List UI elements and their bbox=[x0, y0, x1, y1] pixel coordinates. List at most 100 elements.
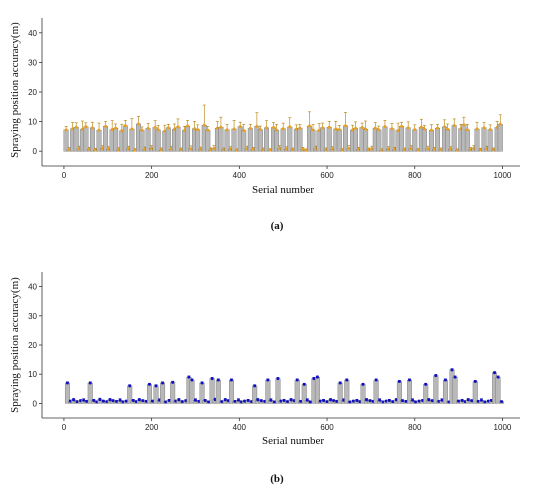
bar bbox=[433, 375, 439, 404]
data-point bbox=[347, 147, 351, 151]
data-point bbox=[424, 382, 428, 386]
data-point bbox=[101, 399, 105, 403]
bar bbox=[139, 130, 145, 152]
data-point bbox=[311, 128, 315, 132]
data-point bbox=[404, 399, 408, 403]
data-point bbox=[253, 384, 257, 388]
data-point bbox=[92, 398, 96, 402]
data-point bbox=[114, 126, 118, 130]
bar bbox=[160, 382, 166, 404]
bar bbox=[215, 379, 221, 404]
data-point bbox=[409, 147, 413, 151]
data-point bbox=[364, 127, 368, 131]
data-point bbox=[312, 377, 316, 381]
y-tick-label: 20 bbox=[28, 88, 37, 97]
bar bbox=[474, 128, 480, 152]
data-point bbox=[305, 398, 309, 402]
data-point bbox=[123, 124, 127, 128]
data-point bbox=[457, 399, 461, 403]
bar bbox=[326, 127, 332, 152]
bar bbox=[435, 127, 441, 152]
data-point bbox=[413, 128, 417, 132]
bar bbox=[399, 126, 405, 152]
data-point bbox=[400, 124, 404, 128]
data-point bbox=[417, 399, 421, 403]
data-point bbox=[335, 399, 339, 403]
data-point bbox=[206, 128, 210, 132]
data-point bbox=[147, 382, 151, 386]
data-point bbox=[259, 399, 263, 403]
data-point bbox=[151, 399, 155, 403]
panel-b-ylabel: Spraying position accuracy(m) bbox=[9, 277, 21, 413]
bar bbox=[122, 125, 128, 152]
x-tick-label: 800 bbox=[408, 423, 422, 432]
bar bbox=[165, 127, 171, 152]
y-tick-label: 0 bbox=[33, 147, 38, 156]
data-point bbox=[294, 127, 298, 131]
data-point bbox=[232, 127, 236, 131]
bar bbox=[103, 126, 109, 152]
data-point bbox=[325, 400, 329, 404]
data-point bbox=[154, 384, 158, 388]
bar bbox=[145, 128, 151, 152]
data-point bbox=[141, 399, 145, 403]
data-point bbox=[146, 126, 150, 130]
data-point bbox=[411, 398, 415, 402]
data-point bbox=[133, 148, 137, 152]
data-point bbox=[238, 125, 242, 129]
data-point bbox=[317, 128, 321, 132]
data-point bbox=[242, 128, 246, 132]
bar bbox=[185, 125, 191, 152]
data-point bbox=[140, 128, 144, 132]
bar bbox=[452, 376, 458, 404]
x-tick-label: 200 bbox=[145, 171, 159, 180]
data-point bbox=[225, 128, 229, 132]
data-point bbox=[299, 399, 303, 403]
data-point bbox=[243, 399, 247, 403]
panel-a-caption: (a) bbox=[271, 220, 284, 232]
x-tick-label: 600 bbox=[320, 423, 334, 432]
bar bbox=[218, 127, 224, 152]
x-tick-label: 1000 bbox=[494, 423, 512, 432]
data-point bbox=[193, 398, 197, 402]
bar bbox=[231, 128, 237, 152]
data-point bbox=[190, 378, 194, 382]
data-point bbox=[308, 124, 312, 128]
bar bbox=[63, 129, 69, 152]
bar bbox=[421, 128, 427, 152]
bar bbox=[442, 379, 448, 404]
data-point bbox=[397, 380, 401, 383]
data-point bbox=[75, 400, 79, 404]
bar bbox=[445, 129, 451, 152]
bar bbox=[451, 125, 457, 152]
data-point bbox=[256, 398, 260, 402]
bar bbox=[195, 129, 201, 152]
data-point bbox=[500, 400, 504, 404]
y-tick-label: 40 bbox=[28, 29, 37, 38]
data-point bbox=[498, 122, 502, 126]
data-point bbox=[370, 147, 374, 151]
data-point bbox=[286, 400, 290, 404]
data-point bbox=[462, 123, 466, 127]
data-point bbox=[268, 148, 272, 152]
data-point bbox=[337, 128, 341, 132]
bar bbox=[294, 379, 300, 404]
data-point bbox=[345, 378, 349, 382]
data-point bbox=[450, 368, 454, 372]
data-point bbox=[378, 398, 382, 402]
bar bbox=[428, 130, 434, 152]
data-point bbox=[470, 399, 474, 403]
data-point bbox=[330, 147, 334, 151]
bar bbox=[241, 130, 247, 152]
data-point bbox=[246, 398, 250, 402]
data-point bbox=[189, 147, 193, 151]
data-point bbox=[377, 128, 381, 132]
data-point bbox=[407, 378, 411, 382]
data-point bbox=[199, 147, 203, 151]
data-point bbox=[124, 399, 128, 403]
bar bbox=[487, 129, 493, 152]
data-point bbox=[186, 124, 190, 128]
data-point bbox=[107, 147, 111, 151]
data-point bbox=[419, 125, 423, 129]
bar bbox=[472, 381, 478, 404]
